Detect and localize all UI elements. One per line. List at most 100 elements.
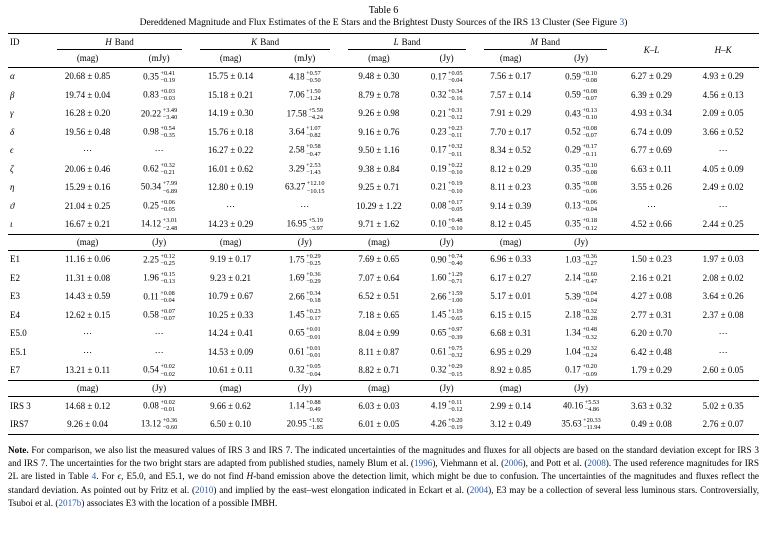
error-lower: −0.39 — [447, 333, 463, 341]
citation-link[interactable]: 2008 — [587, 457, 606, 468]
error-stack: +0.57 −0.50 — [306, 70, 321, 84]
error-upper: +3.01 — [162, 217, 178, 225]
error-lower: −0.15 — [447, 370, 463, 378]
col-header-l-band: L Band — [339, 33, 475, 50]
value-main: 1.75 — [288, 253, 305, 264]
error-stack: +0.15 −0.13 — [160, 271, 175, 285]
value-main: 1.14 — [288, 399, 305, 410]
error-stack: +0.34 −0.18 — [306, 290, 321, 304]
value-cell: 2.37 ± 0.08 — [702, 309, 744, 320]
error-lower: −0.35 — [160, 132, 175, 140]
k-band-underline: K Band — [200, 34, 331, 50]
error-stack: +0.08 −0.07 — [582, 88, 597, 102]
value-cell: 6.63 ± 0.11 — [631, 163, 672, 174]
table-label: Table 6 — [368, 5, 399, 16]
value-cell: 1.03 +0.36 −0.27 — [546, 250, 615, 269]
unit-label: (Jy) — [546, 379, 616, 397]
value-cell: 9.48 ± 0.30 — [358, 71, 400, 82]
error-stack: +0.29 −0.15 — [448, 363, 463, 377]
value-cell: 2.58 +0.58 −0.47 — [270, 141, 339, 159]
value-cell: 2.18 +0.32 −0.28 — [546, 306, 615, 324]
text-segment: . For — [96, 471, 118, 482]
value-cell: 0.59 +0.08 −0.07 — [546, 86, 615, 104]
error-upper: +20.33 — [583, 417, 601, 425]
value-cell: 1.34 +0.48 −0.32 — [546, 324, 615, 342]
citation-link[interactable]: 2017b — [58, 497, 82, 508]
unit-label: (mag) — [339, 379, 419, 397]
error-stack: +0.32 −0.11 — [448, 143, 463, 157]
citation-link[interactable]: 3 — [619, 17, 625, 28]
band-letter: K — [251, 36, 258, 47]
error-stack: +3.01 −2.48 — [163, 217, 178, 231]
value-main: 1.04 — [565, 346, 581, 357]
error-stack: +0.32 −0.28 — [582, 308, 597, 322]
note-label: Note. — [8, 444, 29, 455]
value-cell: 4.05 ± 0.09 — [702, 163, 744, 174]
value-cell: 14.24 ± 0.41 — [207, 328, 254, 339]
value-cell: 35.63 +20.33 −11.94 — [546, 415, 615, 434]
error-stack: +0.08 −0.07 — [582, 125, 597, 139]
error-stack: +0.54 −0.35 — [160, 125, 175, 139]
value-main: 0.13 — [565, 200, 581, 211]
error-upper: +0.23 — [306, 308, 321, 315]
value-cell: 6.03 ± 0.03 — [358, 400, 400, 411]
citation-link[interactable]: 2004 — [469, 484, 489, 495]
error-lower: −3.97 — [308, 224, 323, 232]
value-cell: 1.60 +1.29 −0.71 — [418, 269, 474, 287]
error-lower: −4.24 — [308, 113, 323, 121]
value-cell: 8.92 ± 0.85 — [490, 365, 532, 376]
value-cell: 9.23 ± 0.21 — [210, 272, 252, 283]
error-lower: −0.12 — [447, 113, 463, 121]
error-upper: +3.49 — [162, 106, 178, 114]
col-header-h-band: H Band — [48, 33, 191, 50]
citation-link[interactable]: 4 — [91, 471, 97, 482]
row-id: E4 — [10, 309, 20, 320]
error-lower: −0.21 — [160, 169, 175, 177]
value-cell: 0.35 +0.08 −0.06 — [546, 178, 615, 196]
error-upper: +0.02 — [160, 363, 175, 371]
text-segment: ). The used reference magnitudes for IRS… — [8, 457, 760, 482]
row-id: γ — [10, 108, 14, 119]
error-upper: +0.34 — [447, 88, 463, 96]
value-cell: 0.08 +0.17 −0.05 — [418, 197, 474, 215]
error-upper: +0.17 — [582, 143, 597, 151]
value-main: 4.18 — [288, 70, 305, 81]
unit-label: (mJy) — [127, 49, 192, 68]
value-main: 2.14 — [565, 272, 581, 283]
error-stack: +3.49 −3.40 — [163, 107, 178, 121]
value-cell: 6.52 ± 0.51 — [358, 291, 400, 302]
value-cell: 1.14 +0.88 −0.49 — [270, 396, 339, 415]
band-word: Band — [541, 36, 560, 47]
error-lower: −0.50 — [306, 76, 321, 84]
error-stack: +0.17 −0.05 — [448, 199, 463, 213]
citation-link[interactable]: 2006 — [504, 457, 523, 468]
citation-link[interactable]: 1996 — [414, 457, 433, 468]
citation-link[interactable]: 2010 — [195, 484, 214, 495]
value-cell: 1.79 ± 0.29 — [630, 365, 672, 376]
error-upper: +0.48 — [447, 217, 463, 225]
unit-label: (mag) — [474, 233, 547, 251]
row-id: α — [10, 71, 15, 82]
col-header-h-minus-k: H–K — [687, 33, 759, 68]
error-lower: −0.47 — [306, 150, 321, 158]
empty-cell — [687, 379, 759, 397]
value-main: 0.11 — [143, 290, 159, 301]
error-upper: +0.32 — [160, 161, 175, 169]
value-cell: 0.17 +0.20 −0.09 — [546, 361, 615, 380]
row-id: IRS 3 — [10, 400, 31, 411]
error-lower: −0.08 — [582, 169, 597, 177]
value-main: 0.43 — [565, 107, 581, 118]
value-cell: 5.39 +0.04 −0.04 — [546, 288, 615, 306]
value-cell: 0.58 +0.07 −0.07 — [127, 306, 191, 324]
value-cell: 8.34 ± 0.52 — [490, 145, 532, 156]
table-note: Note. For comparison, we also list the m… — [8, 444, 759, 511]
error-stack: +1.59 −1.00 — [448, 290, 463, 304]
value-cell: 1.75 +0.29 −0.25 — [270, 250, 339, 269]
value-cell: 11.16 ± 0.06 — [65, 254, 111, 265]
error-stack: +1.29 −0.71 — [448, 271, 463, 285]
value-main: 0.23 — [430, 126, 447, 137]
error-lower: −1.85 — [308, 424, 323, 432]
unit-label: (Jy) — [418, 233, 475, 251]
error-upper: +0.15 — [160, 271, 175, 279]
value-cell: 14.53 ± 0.09 — [207, 346, 254, 357]
